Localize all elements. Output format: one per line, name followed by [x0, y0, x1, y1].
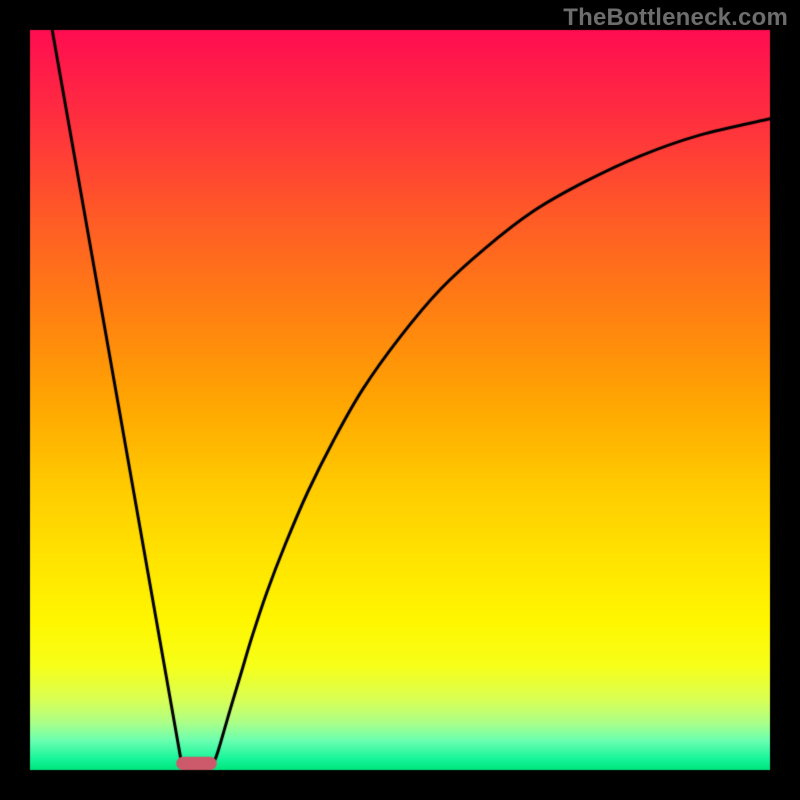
bottleneck-chart-canvas [0, 0, 800, 800]
chart-container: TheBottleneck.com [0, 0, 800, 800]
watermark-text: TheBottleneck.com [563, 4, 788, 32]
